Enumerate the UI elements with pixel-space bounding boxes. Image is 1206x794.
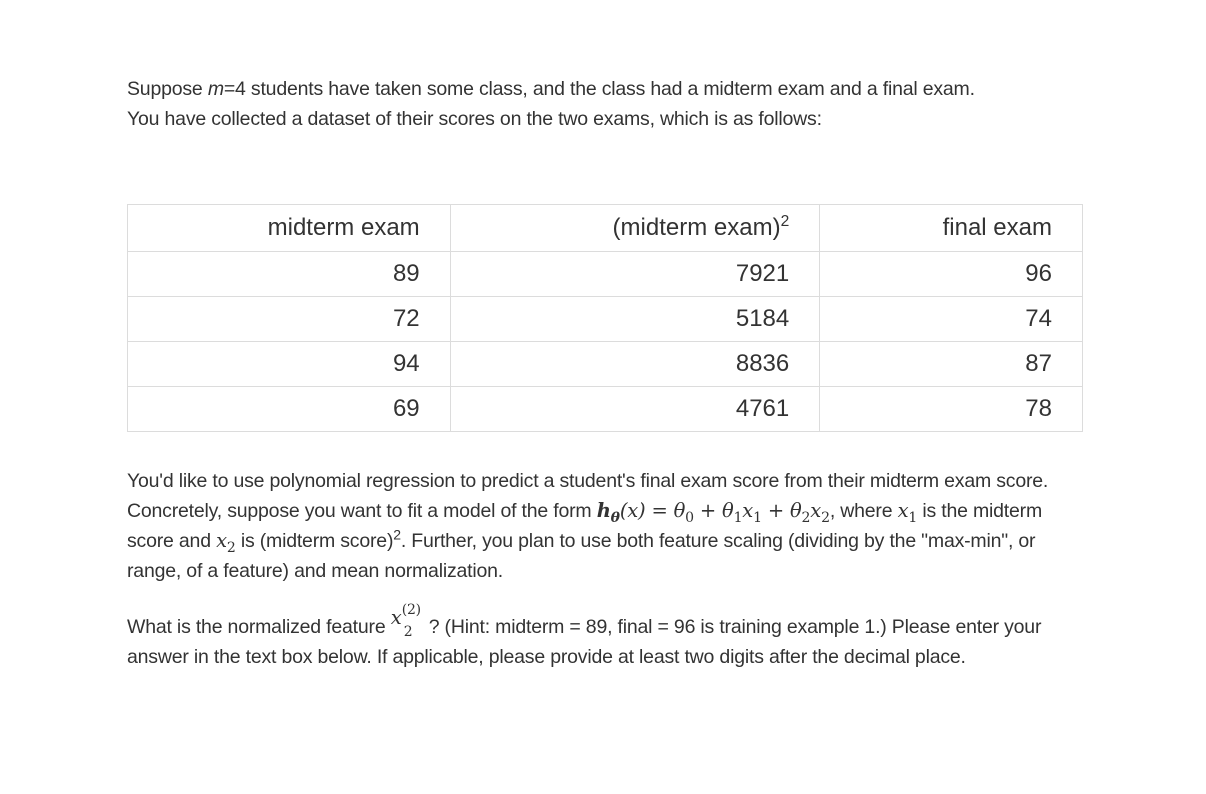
cell-midterm-squared: 5184: [449, 296, 821, 342]
x2-variable: x2: [216, 529, 236, 556]
hint-text: ? (Hint: midterm = 89, final = 96 is tra…: [127, 616, 1042, 668]
where-text: , where: [829, 500, 898, 522]
scores-table: midterm exam (midterm exam)2 final exam …: [127, 204, 1083, 432]
table-row: 69 4761 78: [127, 386, 1083, 432]
cell-final: 87: [819, 341, 1083, 387]
x1-description: is the midterm score and: [127, 500, 1042, 552]
header-final: final exam: [819, 204, 1083, 252]
header-midterm-squared: (midterm exam)2: [449, 204, 821, 252]
regression-paragraph: You'd like to use polynomial regression …: [127, 466, 1087, 586]
header-midterm: midterm exam: [127, 204, 451, 252]
cell-midterm: 69: [127, 386, 451, 432]
intro-paragraph: Suppose m=4 students have taken some cla…: [127, 74, 1087, 134]
m-variable: m: [207, 78, 224, 100]
x2-description: is (midterm score): [235, 530, 394, 552]
regression-text: You'd like to use polynomial regression …: [127, 470, 1049, 522]
cell-final: 78: [819, 386, 1083, 432]
table-row: 72 5184 74: [127, 296, 1083, 342]
cell-midterm-squared: 4761: [449, 386, 821, 432]
cell-midterm-squared: 8836: [449, 341, 821, 387]
cell-midterm: 72: [127, 296, 451, 342]
hypothesis-formula: hθ(x) = θ0 + θ1x1 + θ2x2: [596, 499, 830, 526]
question-content: Suppose m=4 students have taken some cla…: [127, 74, 1087, 668]
intro-text-3: You have collected a dataset of their sc…: [127, 108, 822, 130]
cell-midterm-squared: 7921: [449, 251, 821, 297]
table-row: 89 7921 96: [127, 251, 1083, 297]
table-header-row: midterm exam (midterm exam)2 final exam: [127, 204, 1083, 252]
scaling-text: . Further, you plan to use both feature …: [127, 530, 1036, 582]
cell-midterm: 89: [127, 251, 451, 297]
table-row: 94 8836 87: [127, 341, 1083, 387]
cell-final: 74: [819, 296, 1083, 342]
normalized-feature-variable: x (2) 2: [390, 602, 421, 640]
question-text: What is the normalized feature: [127, 616, 391, 638]
question-paragraph: What is the normalized feature x (2) 2? (H…: [127, 602, 1087, 672]
intro-text-1: Suppose: [127, 78, 208, 100]
intro-text-2: =4 students have taken some class, and t…: [223, 78, 975, 100]
cell-final: 96: [819, 251, 1083, 297]
x1-variable: x1: [897, 499, 918, 526]
squared-superscript: 2: [393, 526, 401, 543]
cell-midterm: 94: [127, 341, 451, 387]
